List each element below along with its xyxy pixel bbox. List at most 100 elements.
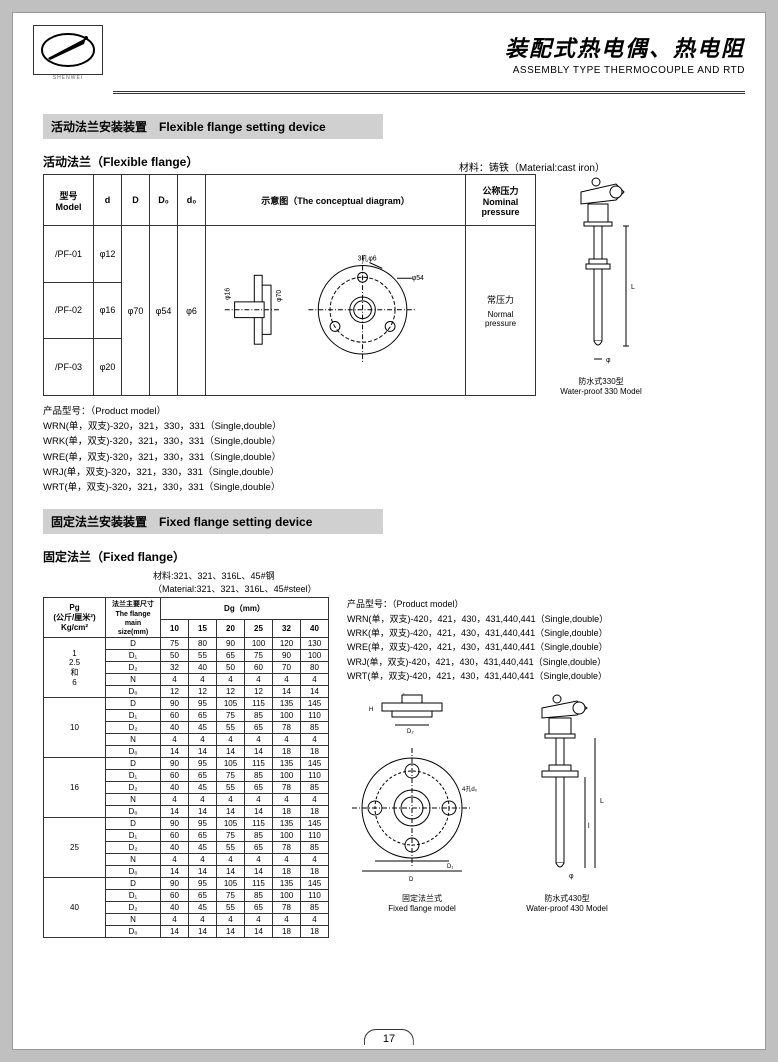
svg-text:L: L	[600, 798, 604, 805]
cell-model-1: /PF-01	[44, 226, 94, 283]
cell-val: 40	[161, 722, 189, 734]
pressure-en: Normal pressure	[470, 310, 531, 328]
svg-text:3孔φ6: 3孔φ6	[358, 254, 377, 262]
cell-val: 45	[189, 842, 217, 854]
cell-val: 95	[189, 818, 217, 830]
cell-D0: φ54	[150, 226, 178, 396]
cell-val: 60	[161, 830, 189, 842]
cell-val: 4	[245, 734, 273, 746]
svg-text:D₂: D₂	[407, 729, 414, 735]
product-2-0: WRN(单，双支)-420，421，430，431,440,441（Single…	[347, 612, 637, 626]
flange-diagram-icon: φ16 φ70 3孔φ6	[210, 231, 461, 388]
section1-row: 型号 Model d D D₀ d₀ 示意图（The conceptual di…	[43, 174, 735, 396]
cell-param: D₂	[106, 662, 161, 674]
cell-param: D₀	[106, 686, 161, 698]
cell-param: N	[106, 674, 161, 686]
cell-val: 14	[161, 866, 189, 878]
cell-val: 110	[301, 710, 329, 722]
cell-val: 65	[217, 650, 245, 662]
cell-param: D₂	[106, 902, 161, 914]
section2-row: Pg (公斤/厘米²) Kg/cm² 法兰主要尺寸 The flange mai…	[43, 597, 735, 938]
section2-right: 产品型号：（Product model） WRN(单，双支)-420，421，4…	[347, 597, 637, 913]
cell-d-2: φ16	[94, 282, 122, 339]
cell-param: D	[106, 698, 161, 710]
cell-param: N	[106, 854, 161, 866]
diag1-en: Fixed flange model	[347, 904, 497, 913]
cell-val: 145	[301, 818, 329, 830]
cell-param: D₂	[106, 782, 161, 794]
cell-val: 115	[245, 698, 273, 710]
cell-val: 65	[245, 722, 273, 734]
section2-bar: 固定法兰安装装置 Fixed flange setting device	[43, 509, 383, 534]
th-dg-15: 15	[189, 619, 217, 637]
cell-val: 50	[217, 662, 245, 674]
diag1-cn: 固定法兰式	[347, 893, 497, 904]
cell-val: 14	[245, 866, 273, 878]
content: 活动法兰安装装置 Flexible flange setting device …	[13, 94, 765, 948]
cell-val: 95	[189, 698, 217, 710]
cell-val: 40	[161, 902, 189, 914]
section1-material: 材料：铸铁（Material:cast iron）	[459, 159, 605, 174]
logo-icon	[38, 30, 98, 70]
cell-val: 4	[273, 674, 301, 686]
cell-val: 18	[273, 926, 301, 938]
cell-val: 45	[189, 722, 217, 734]
cell-val: 4	[245, 854, 273, 866]
product-1-3: WRJ(单，双支)-320，321，330，331（Single,double）	[43, 465, 735, 480]
cell-val: 4	[217, 854, 245, 866]
cell-val: 14	[189, 866, 217, 878]
cell-val: 105	[217, 698, 245, 710]
cell-val: 115	[245, 878, 273, 890]
side-diagram-330: L φ 防水式330型 Water-proof 330 Model	[546, 174, 656, 396]
th-D0: D₀	[150, 175, 178, 226]
cell-val: 90	[161, 818, 189, 830]
cell-val: 85	[245, 830, 273, 842]
cell-val: 105	[217, 818, 245, 830]
cell-val: 18	[301, 746, 329, 758]
cell-val: 120	[273, 638, 301, 650]
cell-param: D	[106, 638, 161, 650]
cell-param: N	[106, 794, 161, 806]
cell-model-3: /PF-03	[44, 339, 94, 396]
cell-val: 145	[301, 758, 329, 770]
cell-val: 12	[161, 686, 189, 698]
cell-param: D	[106, 758, 161, 770]
svg-text:φ70: φ70	[276, 289, 283, 301]
cell-val: 40	[189, 662, 217, 674]
cell-val: 12	[217, 686, 245, 698]
cell-val: 60	[245, 662, 273, 674]
th-dg-32: 32	[273, 619, 301, 637]
cell-d-1: φ12	[94, 226, 122, 283]
th-flange-size: 法兰主要尺寸 The flange main size(mm)	[106, 598, 161, 638]
cell-val: 105	[217, 878, 245, 890]
cell-val: 78	[273, 722, 301, 734]
cell-val: 75	[161, 638, 189, 650]
cell-val: 75	[217, 830, 245, 842]
cell-val: 100	[273, 890, 301, 902]
fixed-flange-table: Pg (公斤/厘米²) Kg/cm² 法兰主要尺寸 The flange mai…	[43, 597, 329, 938]
cell-val: 55	[217, 902, 245, 914]
product-2-4: WRT(单，双支)-420，421，430，431,440,441（Single…	[347, 669, 637, 683]
cell-val: 14	[217, 866, 245, 878]
conceptual-diagram-cell: φ16 φ70 3孔φ6	[206, 226, 466, 396]
diag2-en: Water-proof 430 Model	[517, 904, 617, 913]
cell-D: φ70	[122, 226, 150, 396]
title-english: ASSEMBLY TYPE THERMOCOUPLE AND RTD	[505, 65, 745, 76]
cell-val: 14	[301, 686, 329, 698]
cell-val: 55	[217, 722, 245, 734]
th-pg: Pg (公斤/厘米²) Kg/cm²	[44, 598, 106, 638]
cell-val: 85	[245, 710, 273, 722]
cell-val: 14	[217, 806, 245, 818]
cell-val: 4	[217, 914, 245, 926]
product-2-1: WRK(单，双支)-420，421，430，431,440,441（Single…	[347, 626, 637, 640]
fixed-flange-diagram: φ16 H D₂	[347, 693, 497, 913]
cell-val: 135	[273, 878, 301, 890]
cell-val: 55	[189, 650, 217, 662]
waterproof-330-icon: L φ	[556, 174, 646, 374]
cell-val: 80	[189, 638, 217, 650]
cell-val: 80	[301, 662, 329, 674]
th-dg-10: 10	[161, 619, 189, 637]
cell-val: 110	[301, 890, 329, 902]
cell-pg: 40	[44, 878, 106, 938]
logo: SHENWEI	[33, 25, 103, 81]
